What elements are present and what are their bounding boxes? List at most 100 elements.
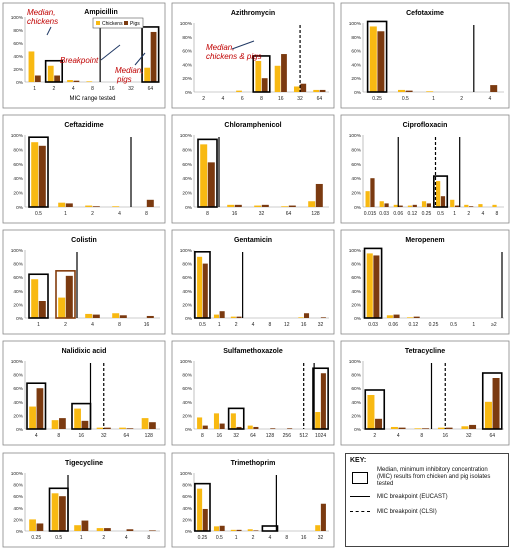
y-tick-label: 100% [11,359,24,365]
x-tick-label: 4 [481,211,484,217]
legend-label-chickens: Chickens [102,21,123,27]
bar-pigs [270,428,276,429]
y-tick-label: 20% [351,76,361,82]
y-tick-label: 60% [182,494,192,500]
y-tick-label: 80% [13,28,23,34]
y-tick-label: 40% [182,289,192,295]
y-tick-label: 80% [13,483,23,489]
bar-chickens [492,204,497,207]
y-tick-label: 0% [185,316,193,322]
y-tick-label: 80% [182,262,192,268]
x-tick-label: 4 [489,96,492,102]
bar-chickens [85,205,93,207]
x-tick-label: 8 [57,433,60,439]
y-tick-label: 100% [11,471,24,477]
x-tick-label: 1 [64,211,67,217]
bar-pigs [469,424,477,429]
x-tick-label: 0.5 [450,322,457,328]
chart-panel: Tigecycline 0% 20% 40% 60% 80% 100% 0.25 0.5 1 2 4 8 [2,452,166,548]
x-tick-label: 0.015 [364,211,377,217]
x-tick-label: 128 [266,433,275,439]
x-tick-label: 1 [235,535,238,541]
x-tick-label: 2 [64,322,67,328]
panel-border [340,2,510,109]
bar-chickens [281,206,289,207]
x-tick-label: 2 [102,535,105,541]
bar-chickens [58,297,66,318]
solid-line-swatch [350,491,372,503]
y-tick-label: 60% [13,162,23,168]
y-tick-label: 40% [351,176,361,182]
x-tick-label: 4 [35,433,38,439]
bar-pigs [320,317,326,318]
x-tick-label: 2 [53,86,56,92]
y-tick-label: 40% [13,176,23,182]
chart-title: Tetracycline [405,348,445,355]
bar-chickens [254,205,262,207]
y-tick-label: 60% [182,275,192,281]
x-tick-label: 8 [206,211,209,217]
chart-title: Ciprofloxacin [403,122,448,129]
bar-pigs [73,80,80,82]
chart-panel: Chloramphenicol 0% 20% 40% 60% 80% 100% 8 16 32 64… [171,114,335,224]
bar-chickens [29,519,36,531]
x-tick-label: 12 [284,322,290,328]
y-tick-label: 40% [13,400,23,406]
x-tick-label: 4 [222,96,225,102]
x-tick-label: 32 [297,96,303,102]
bar-chickens [51,493,59,531]
bar-pigs [319,89,326,92]
chart-title: Meropenem [405,237,444,244]
bar-chickens [274,65,281,92]
y-tick-label: 20% [182,413,192,419]
y-tick-label: 100% [11,15,24,21]
annotation-median-pigs: Median, pigs [115,66,143,84]
x-tick-label: 64 [489,433,495,439]
chart-panel: Ampicillin 0% 20% 40% 60% 80% 100% 1 2 4 8 16 32 64 MI… [2,2,166,109]
x-tick-label: 0.03 [379,211,389,217]
median-box [55,270,76,319]
y-tick-label: 40% [13,506,23,512]
x-tick-label: 16 [301,535,307,541]
x-tick-label: 8 [420,433,423,439]
bar-chickens [141,418,149,429]
x-tick-label: 16 [232,211,238,217]
key-row-eucast: MIC breakpoint (EUCAST) [350,491,504,503]
x-tick-label: 512 [300,433,309,439]
x-tick-label: 2 [202,96,205,102]
y-tick-label: 40% [351,289,361,295]
x-tick-label: 1 [472,322,475,328]
y-tick-label: 60% [182,386,192,392]
x-tick-label: 2 [373,433,376,439]
bar-pigs [34,75,41,82]
bar-pigs [384,203,389,207]
bar-pigs [412,204,417,207]
x-tick-label: 2 [467,211,470,217]
bar-pigs [146,315,154,318]
bar-chickens [315,525,321,531]
x-tick-label: 64 [148,86,154,92]
x-tick-label: 0.25 [372,96,382,102]
chart-panel: Ciprofloxacin 0% 20% 40% 60% 80% 100% 0.015 0.03… [340,114,510,224]
bar-chickens [436,181,441,207]
bar-chickens [437,427,445,429]
x-tick-label: 0.25 [31,535,41,541]
y-tick-label: 100% [180,471,193,477]
y-tick-label: 20% [13,413,23,419]
chart-title: Cefotaxime [406,10,444,17]
legend-swatch-chickens [96,21,100,25]
y-tick-label: 80% [182,483,192,489]
bar-pigs [253,426,259,429]
bar-pigs [393,314,400,318]
bar-chickens [29,406,36,429]
x-tick-label: 2 [91,211,94,217]
arrow-median [231,40,255,50]
x-tick-label: 4 [269,535,272,541]
bar-pigs [81,520,89,531]
bar-pigs [315,183,323,207]
bar-pigs [65,203,73,207]
key-row-median: Median, minimum inhibitory concentration… [350,467,504,488]
bar-pigs [490,85,498,92]
y-tick-label: 0% [16,80,24,86]
